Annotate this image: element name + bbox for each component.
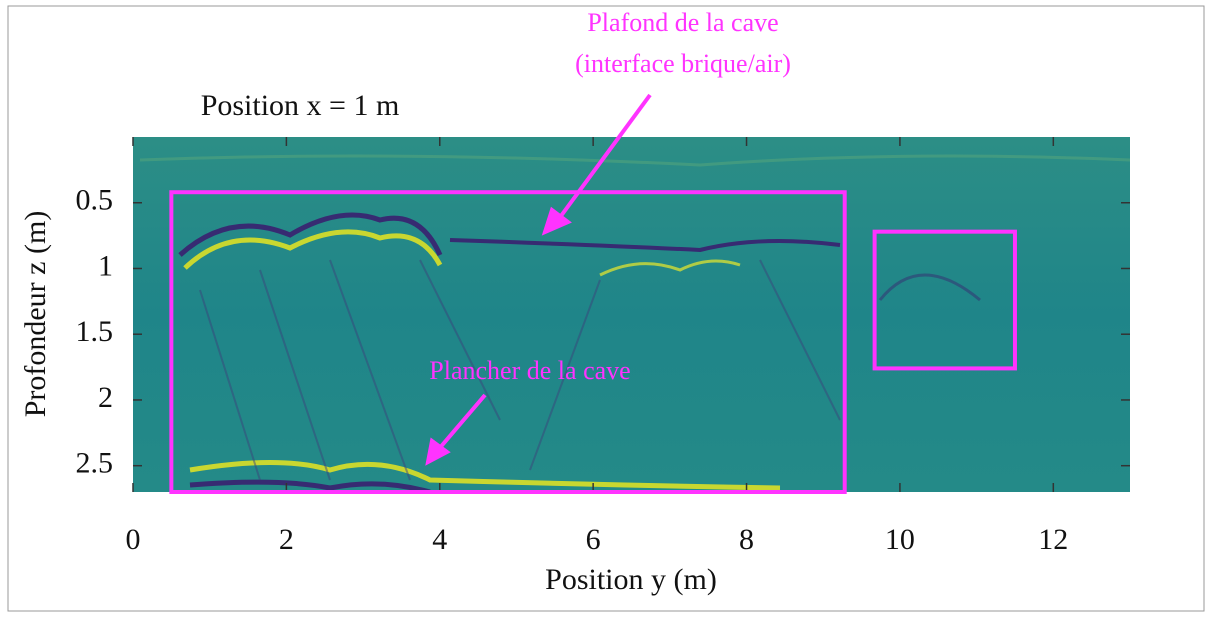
y-tick-label: 2 bbox=[98, 381, 113, 414]
x-tick-label: 8 bbox=[739, 523, 754, 556]
x-tick-label: 6 bbox=[586, 523, 601, 556]
arrow-head bbox=[541, 206, 572, 236]
region-box bbox=[872, 229, 1017, 371]
annotation: (interface brique/air) bbox=[575, 49, 791, 78]
x-tick-label: 2 bbox=[279, 523, 294, 556]
arrow bbox=[436, 393, 487, 452]
radargram-background bbox=[133, 137, 1130, 492]
annotation: Plafond de la cave bbox=[587, 8, 778, 37]
y-tick-label: 1.5 bbox=[76, 315, 114, 348]
arrow-head bbox=[425, 437, 451, 466]
x-tick-label: 0 bbox=[126, 523, 141, 556]
annotation: Plancher de la cave bbox=[429, 356, 630, 385]
y-tick-label: 0.5 bbox=[76, 184, 114, 217]
radargram-image bbox=[133, 137, 1130, 492]
x-tick-label: 10 bbox=[885, 523, 915, 556]
frame bbox=[7, 5, 1205, 612]
x-tick-label: 4 bbox=[432, 523, 447, 556]
x-tick-label: 12 bbox=[1038, 523, 1068, 556]
chart-title: Position x = 1 m bbox=[201, 89, 400, 122]
arrow bbox=[556, 93, 652, 222]
y-axis-label: Profondeur z (m) bbox=[19, 211, 52, 418]
region-box bbox=[169, 190, 847, 494]
x-axis-label: Position y (m) bbox=[545, 563, 717, 596]
radargram-texture bbox=[139, 154, 1130, 492]
annotation-arrows bbox=[425, 93, 652, 466]
y-tick-label: 2.5 bbox=[76, 447, 114, 480]
y-tick-label: 1 bbox=[98, 249, 113, 282]
